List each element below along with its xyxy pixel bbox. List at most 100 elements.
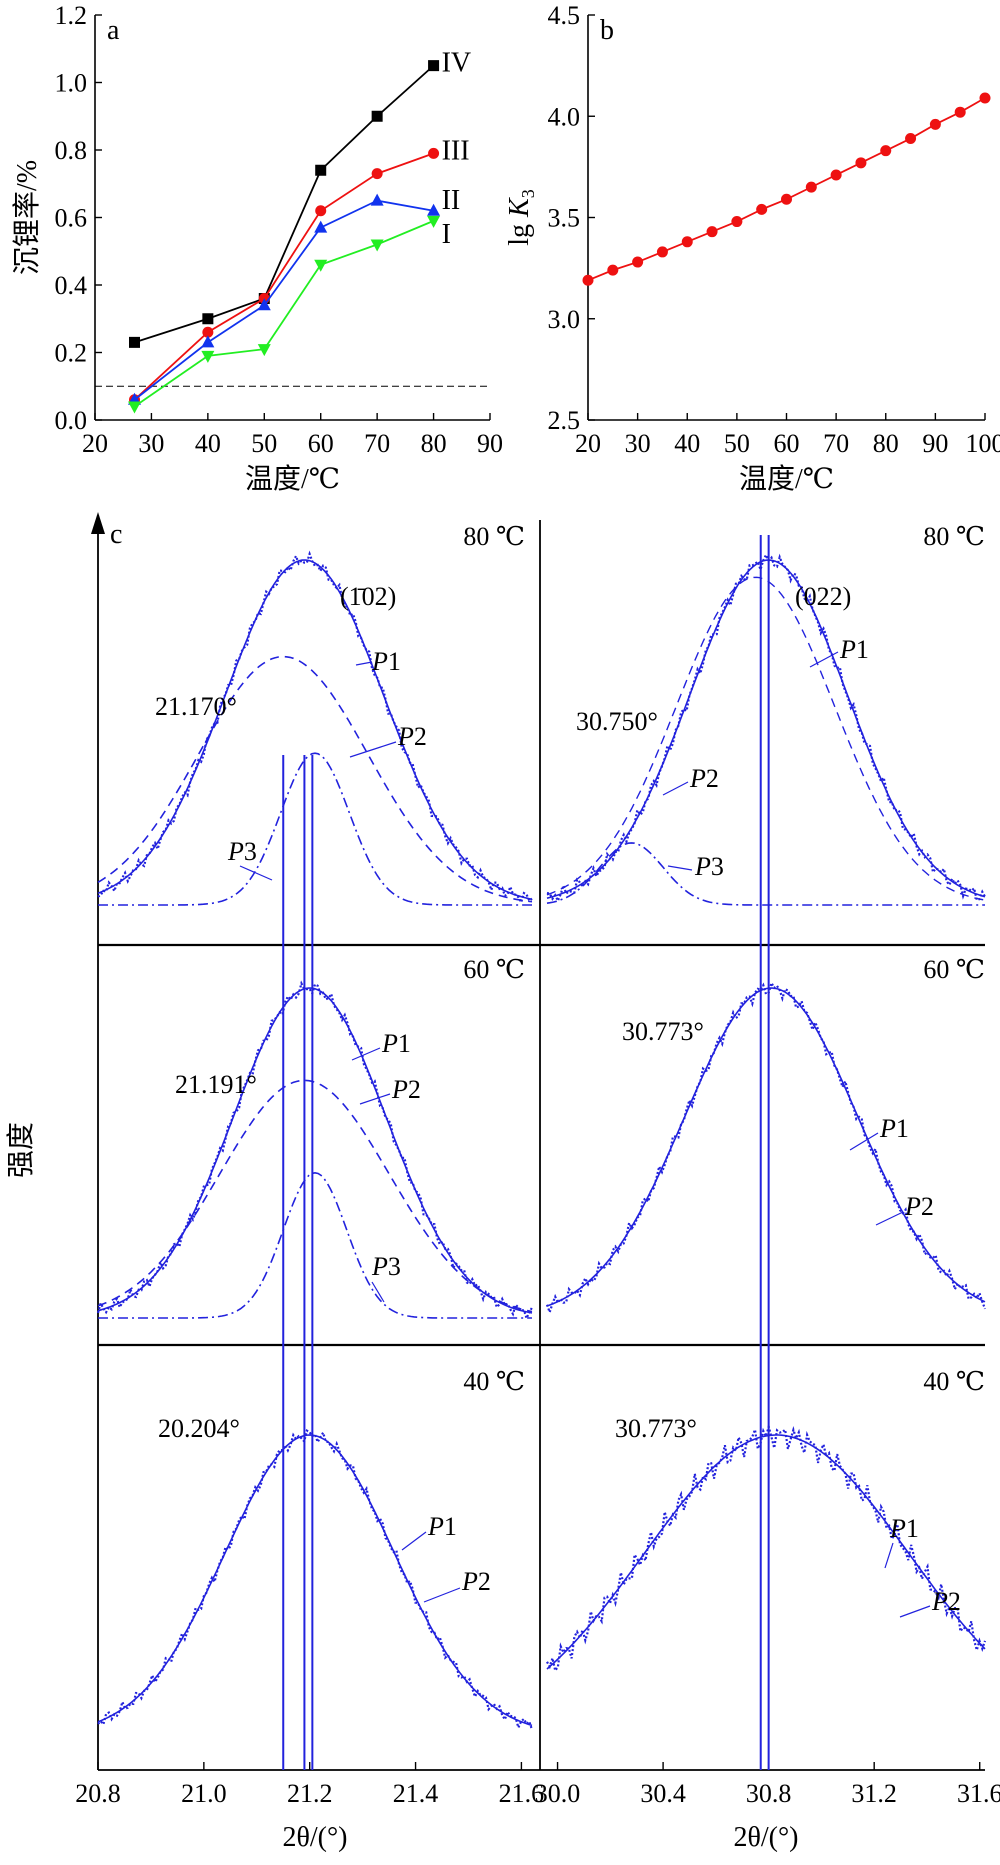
panel-b: b 20 30 40 50 60 70 80 90 100 2.5 3.0 3.5 4.0 4.5 温度/℃ l… bbox=[504, 1, 1000, 495]
c-left-peak-label: (1̄02) bbox=[340, 582, 396, 611]
b-x-tick-label: 50 bbox=[724, 429, 750, 458]
b-point bbox=[805, 181, 817, 193]
c-right-observed-2 bbox=[546, 1422, 987, 1674]
a-point-I bbox=[314, 259, 328, 272]
panel-c: c 强度 20.8 21.0 21.2 21.4 21.630.0 30.4 30.8 31.2 3… bbox=[5, 512, 1000, 1853]
b-x-tick-label: 60 bbox=[774, 429, 800, 458]
c-right-2-P2-letter: P bbox=[931, 1587, 948, 1616]
b-x-tick-label: 90 bbox=[922, 429, 948, 458]
a-point-III bbox=[371, 168, 383, 180]
a-point-IV bbox=[315, 164, 327, 176]
a-x-tick-label: 60 bbox=[308, 429, 334, 458]
c-right-temp-2: 40 ℃ bbox=[923, 1367, 985, 1396]
c-right-0-P2-index: 2 bbox=[706, 764, 719, 793]
a-y-tick-label: 0.8 bbox=[55, 136, 88, 165]
c-left-peak-pos-1: 21.191° bbox=[175, 1070, 257, 1099]
c-left-fit-P2-1 bbox=[97, 1079, 533, 1313]
c-right-temp-0: 80 ℃ bbox=[923, 522, 985, 551]
c-left-1-P2-index: 2 bbox=[408, 1075, 421, 1104]
b-y-axis-label-k: K bbox=[504, 197, 535, 218]
a-y-tick-label: 0.6 bbox=[55, 204, 88, 233]
c-left-1-P1-letter: P bbox=[381, 1029, 398, 1058]
c-left-2-P1-letter: P bbox=[427, 1512, 444, 1541]
c-left-0-P1: P1 bbox=[371, 647, 401, 676]
c-left-2-P1-leader bbox=[401, 1531, 427, 1551]
a-point-I bbox=[257, 344, 271, 357]
a-x-tick-label: 90 bbox=[477, 429, 503, 458]
a-point-IV bbox=[129, 336, 140, 348]
a-panel-letter: a bbox=[107, 15, 120, 46]
a-point-I bbox=[370, 239, 384, 252]
c-right-0-P1-letter: P bbox=[839, 635, 856, 664]
b-x-tick-label: 70 bbox=[823, 429, 849, 458]
a-y-tick-label: 0.2 bbox=[55, 339, 88, 368]
c-left-1-P3: P3 bbox=[371, 1252, 401, 1281]
b-point bbox=[929, 118, 941, 130]
c-left-x-tick-label: 21.6 bbox=[499, 1779, 545, 1808]
a-series-line-III bbox=[133, 152, 434, 401]
a-y-tick-label: 1.2 bbox=[55, 1, 88, 30]
c-right-fit-P1-2 bbox=[546, 1434, 986, 1670]
b-x-tick-label: 80 bbox=[873, 429, 899, 458]
c-left-observed-0 bbox=[97, 550, 533, 906]
c-right-peak-pos-0: 30.750° bbox=[576, 707, 658, 736]
c-left-temp-2: 40 ℃ bbox=[463, 1367, 525, 1396]
b-y-tick-label: 2.5 bbox=[548, 406, 581, 435]
a-point-III bbox=[315, 205, 327, 217]
c-left-2-P2: P2 bbox=[461, 1567, 491, 1596]
b-point bbox=[656, 246, 668, 258]
b-point bbox=[905, 133, 917, 145]
c-left-0-P2-leader bbox=[349, 741, 397, 758]
c-left-0-P3-letter: P bbox=[227, 837, 244, 866]
c-left-1-P1: P1 bbox=[381, 1029, 411, 1058]
a-point-III bbox=[428, 147, 440, 159]
a-x-tick-label: 80 bbox=[421, 429, 447, 458]
a-point-I bbox=[128, 401, 141, 414]
a-x-tick-label: 50 bbox=[251, 429, 277, 458]
c-left-observed-2 bbox=[97, 1429, 534, 1731]
c-right-peak-pos-1: 30.773° bbox=[622, 1017, 704, 1046]
c-right-2-P1: P1 bbox=[889, 1514, 919, 1543]
c-left-fit-P2-0 bbox=[97, 655, 533, 903]
c-left-2-P2-letter: P bbox=[461, 1567, 478, 1596]
c-y-axis-arrow bbox=[91, 512, 105, 534]
c-left-1-P2-leader bbox=[359, 1093, 391, 1105]
c-left-0-P1-leader bbox=[355, 661, 373, 666]
c-y-axis-label: 强度 bbox=[5, 1122, 37, 1178]
c-right-2-P1-letter: P bbox=[889, 1514, 906, 1543]
c-right-1-P2: P2 bbox=[904, 1192, 934, 1221]
a-series-label-IV: IV bbox=[442, 48, 472, 79]
b-series-line bbox=[587, 97, 986, 282]
c-left-0-P2: P2 bbox=[397, 722, 427, 751]
c-right-1-P1-letter: P bbox=[879, 1114, 896, 1143]
c-left-0-P1-index: 1 bbox=[388, 647, 401, 676]
c-left-1-P2: P2 bbox=[391, 1075, 421, 1104]
a-point-IV bbox=[428, 60, 440, 72]
a-series-label-III: III bbox=[442, 135, 470, 166]
a-y-axis-label: 沉锂率/% bbox=[11, 160, 43, 275]
c-left-0-P3: P3 bbox=[227, 837, 257, 866]
c-right-0-P3-index: 3 bbox=[711, 852, 724, 881]
c-right-1-P1: P1 bbox=[879, 1114, 909, 1143]
c-right-1-P2-index: 2 bbox=[921, 1192, 934, 1221]
b-point bbox=[830, 169, 842, 181]
c-left-x-tick-label: 21.4 bbox=[393, 1779, 439, 1808]
c-left-observed-1 bbox=[96, 980, 533, 1322]
c-right-x-tick-label: 31.2 bbox=[851, 1779, 897, 1808]
c-left-0-P3-leader bbox=[239, 865, 273, 881]
b-panel-letter: b bbox=[600, 15, 614, 46]
c-left-2-P2-leader bbox=[423, 1587, 461, 1603]
a-point-I bbox=[427, 215, 441, 228]
b-point bbox=[582, 274, 594, 286]
b-point bbox=[979, 92, 991, 104]
c-right-0-P3-leader bbox=[667, 865, 693, 871]
c-right-1-P2-leader bbox=[875, 1211, 904, 1226]
c-right-peak-pos-2: 30.773° bbox=[615, 1414, 697, 1443]
a-x-axis-label: 温度/℃ bbox=[245, 463, 340, 495]
c-left-0-P2-letter: P bbox=[397, 722, 414, 751]
c-right-x-tick-label: 30.0 bbox=[535, 1779, 581, 1808]
c-right-x-tick-label: 31.6 bbox=[957, 1779, 1000, 1808]
c-left-0-P2-index: 2 bbox=[414, 722, 427, 751]
a-point-II bbox=[314, 220, 328, 233]
a-x-tick-label: 70 bbox=[364, 429, 390, 458]
